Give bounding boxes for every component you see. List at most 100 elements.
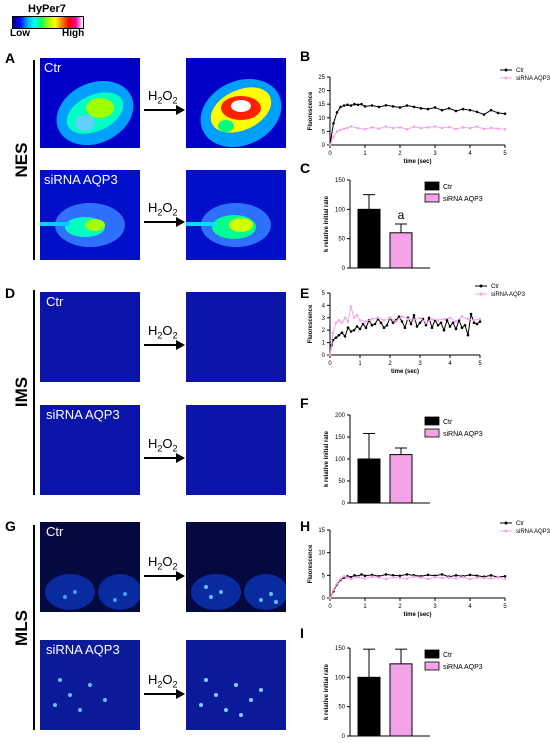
chart-b-series-sirna-point	[339, 128, 342, 132]
chart-i-bar-sirna	[389, 663, 413, 737]
nes-ctr-cells	[56, 80, 134, 146]
chart-b-series-ctr-point	[412, 105, 416, 109]
chart-f-ytick-label: 50	[338, 479, 345, 485]
panel-letter-g: G	[5, 518, 16, 534]
mls-sirna-image: siRNA AQP3	[40, 640, 140, 730]
chart-e-series-sirna-point	[436, 318, 440, 322]
chart-f-bar-ctr	[357, 458, 381, 504]
chart-b: 0 5 10 15 20 25 0 1 2 3 4 5 time (sec) Fluorescence Ct…	[308, 68, 550, 165]
chart-b-series-sirna-point	[503, 127, 507, 131]
chart-b-series-sirna-point	[433, 125, 437, 128]
chart-h-xtick-label: 0	[328, 604, 332, 610]
chart-h-series-ctr-point	[440, 573, 444, 576]
chart-b-series-sirna-point	[377, 127, 381, 130]
nes-ctr-h2o2-label: H2O2	[148, 88, 178, 106]
chart-h-xtick-label: 3	[433, 604, 437, 610]
chart-c-ytick-label: 0	[342, 266, 346, 272]
chart-h-series-sirna-point	[370, 575, 374, 578]
chart-e-series-ctr-point	[448, 325, 452, 328]
chart-h-series-sirna-point	[454, 577, 458, 580]
chart-e-series-ctr-point	[475, 322, 479, 326]
nes-sirna-image: siRNA AQP3	[40, 170, 140, 260]
chart-b-series-sirna-point	[475, 125, 479, 128]
chart-b-series-ctr-point	[419, 106, 423, 110]
chart-h-series-sirna-point	[398, 576, 402, 580]
chart-b-series-sirna-point	[482, 127, 486, 131]
nes-sirna-h2o2-image	[186, 170, 286, 260]
chart-b-series-sirna-point	[440, 126, 444, 130]
ims-ctr-image: Ctr	[40, 292, 140, 382]
chart-i: 0 50 100 150 k relative initial rate Ctr siRNA…	[324, 646, 483, 740]
chart-b-series-sirna-point	[391, 126, 395, 130]
chart-e-series-sirna-point	[337, 318, 341, 322]
chart-b-series-sirna-point	[447, 125, 451, 129]
chart-e-series-ctr-point	[403, 326, 407, 330]
chart-i-ytick-label: 50	[338, 705, 345, 711]
chart-i-legend-sirna-label: siRNA AQP3	[443, 664, 483, 671]
chart-e-series-ctr-point	[361, 322, 365, 326]
chart-f-ytick-label: 100	[335, 457, 346, 463]
chart-h-xtick-label: 1	[363, 604, 367, 610]
chart-h-series-sirna-point	[412, 575, 416, 578]
ims-sirna-h2o2-arrow: H2O2	[142, 436, 186, 466]
chart-h-series-ctr-point	[370, 573, 374, 577]
chart-h-series-sirna-point	[426, 577, 430, 581]
ims-ctr-h2o2-image	[186, 292, 286, 382]
mls-sirna-h2o2-arrow: H2O2	[142, 672, 186, 702]
chart-b-series-sirna-point	[426, 126, 430, 129]
chart-f-ytick-label: 200	[335, 413, 346, 419]
chart-c-legend-sirna-swatch	[424, 193, 440, 203]
chart-f-legend-sirna-label: siRNA AQP3	[443, 431, 483, 438]
ims-ctr-h2o2-arrow: H2O2	[142, 323, 186, 353]
nes-sirna-h2o2-arrow: H2O2	[142, 200, 186, 230]
chart-e-series-sirna-point	[388, 316, 392, 320]
chart-h-legend-ctr-marker	[504, 521, 508, 525]
chart-c-annotation: a	[398, 208, 405, 222]
chart-b-series-ctr-point	[335, 111, 339, 114]
chart-e-series-sirna-point	[394, 320, 398, 323]
chart-h-series-ctr-point	[398, 574, 402, 578]
chart-h-series-ctr-point	[475, 574, 479, 578]
chart-b-series-ctr-point	[384, 103, 388, 107]
chart-h-series-sirna-point	[391, 575, 395, 579]
nes-sirna-h2o2-cells	[186, 203, 271, 247]
chart-e-xtick-label: 2	[388, 361, 392, 367]
chart-h-legend-sirna-marker	[504, 529, 508, 533]
chart-f-ytick-label: 150	[335, 435, 346, 441]
nes-ctr-h2o2-image	[186, 58, 286, 148]
chart-b-series-ctr-point	[363, 105, 367, 108]
chart-e-series-sirna-point	[412, 318, 416, 322]
chart-e-series-sirna-point	[346, 320, 350, 323]
chart-e-series-ctr-point	[397, 315, 401, 318]
colorbar-title: HyPer7	[28, 3, 66, 15]
chart-e-series-ctr-point	[430, 326, 434, 330]
chart-h-series-ctr-point	[391, 574, 395, 577]
chart-i-ytick-label: 0	[342, 734, 346, 740]
chart-e-series-sirna-point	[352, 316, 356, 320]
chart-c-ytick-label: 150	[335, 178, 346, 184]
chart-e-series-ctr-point	[340, 331, 344, 334]
nes-sirna-label: siRNA AQP3	[44, 172, 118, 187]
chart-h-series-sirna-point	[405, 577, 409, 580]
nes-ctr-image: Ctr	[40, 58, 140, 148]
chart-h-series-sirna-point	[339, 577, 342, 581]
chart-b-series-sirna-point	[335, 130, 339, 133]
colorbar-low-label: Low	[10, 28, 30, 39]
chart-e-xtick-label: 5	[478, 361, 482, 367]
chart-c-ytick-label: 50	[338, 237, 345, 243]
chart-h-series-sirna-point	[503, 577, 507, 580]
chart-h-series-sirna-point	[440, 576, 444, 580]
chart-e-series-ctr-point	[370, 323, 374, 327]
chart-b-series-ctr-point	[426, 107, 430, 111]
chart-e-xlabel: time (sec)	[391, 369, 419, 375]
chart-e-series-ctr-point	[427, 316, 431, 320]
chart-f-legend-ctr-label: Ctr	[443, 419, 453, 426]
chart-e-series-sirna-point	[430, 317, 434, 321]
colorbar-high-label: High	[62, 28, 85, 39]
chart-b-series-ctr-point	[475, 110, 479, 114]
chart-b-ylabel: Fluorescence	[308, 91, 314, 130]
mls-sirna-h2o2-label: H2O2	[148, 672, 178, 690]
chart-e-ytick-label: 2	[322, 328, 326, 334]
chart-h-ytick-label: 0	[322, 596, 326, 602]
chart-h-series-sirna-point	[419, 576, 423, 579]
